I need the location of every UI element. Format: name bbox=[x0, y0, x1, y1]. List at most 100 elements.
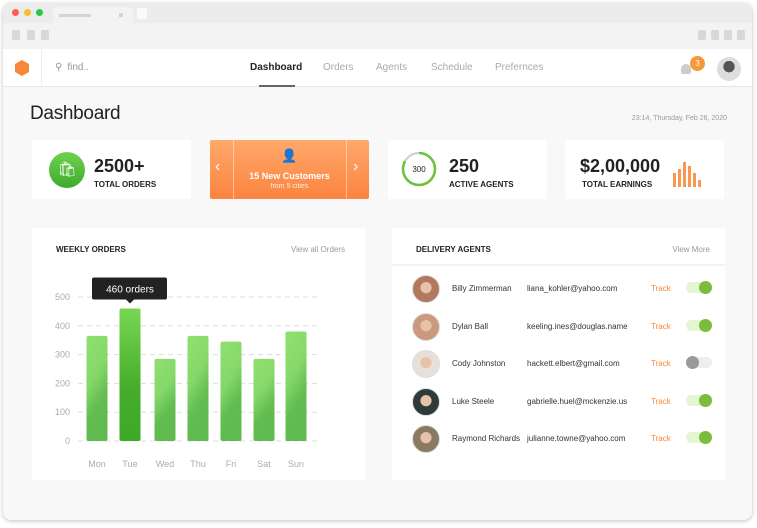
new-tab-button[interactable] bbox=[137, 8, 147, 19]
bar-fri[interactable] bbox=[220, 341, 242, 441]
maximize-window-button[interactable] bbox=[36, 9, 43, 16]
x-tick-label: Fri bbox=[226, 459, 237, 469]
bar-sat[interactable] bbox=[253, 358, 275, 441]
agent-row: Dylan Ball keeling.ines@douglas.name Tra… bbox=[392, 310, 725, 347]
weekly-orders-chart: 0 100 200 300 400 500 Mon Tue 460 orders Wed Thu Fr… bbox=[55, 277, 320, 469]
delivery-agents-title: DELIVERY AGENTS bbox=[416, 245, 491, 254]
bar-wed[interactable] bbox=[154, 358, 176, 441]
agent-name: Luke Steele bbox=[452, 396, 495, 406]
agents-ring: 300 bbox=[401, 151, 437, 187]
delivery-agents-panel: DELIVERY AGENTS View More Billy Zimmerma… bbox=[392, 228, 725, 480]
agent-row: Cody Johnston hackett.elbert@gmail.com T… bbox=[392, 347, 725, 384]
nav-schedule[interactable]: Schedule bbox=[431, 62, 473, 73]
search-icon: ⚲ bbox=[55, 62, 63, 73]
weekly-orders-panel: WEEKLY ORDERS View all Orders 0 100 200 300… bbox=[32, 228, 365, 480]
agent-name: Dylan Ball bbox=[452, 321, 489, 331]
track-link[interactable]: Track bbox=[651, 359, 671, 368]
agent-active-toggle[interactable] bbox=[686, 318, 712, 332]
nav-dashboard[interactable]: Dashboard bbox=[250, 62, 303, 73]
back-button[interactable] bbox=[12, 30, 20, 40]
y-tick-label: 100 bbox=[55, 407, 70, 417]
agent-avatar bbox=[412, 387, 440, 416]
orders-label: TOTAL ORDERS bbox=[94, 180, 157, 189]
nav-orders[interactable]: Orders bbox=[323, 62, 354, 73]
view-all-orders-link[interactable]: View all Orders bbox=[290, 245, 345, 254]
y-tick-label: 200 bbox=[55, 378, 70, 388]
agent-avatar bbox=[412, 350, 440, 378]
x-tick-label: Sat bbox=[257, 459, 271, 469]
agent-name: Billy Zimmerman bbox=[452, 284, 512, 293]
reload-button[interactable] bbox=[41, 30, 49, 40]
agent-avatar bbox=[412, 275, 440, 303]
forward-button[interactable] bbox=[27, 30, 35, 40]
view-more-link[interactable]: View More bbox=[672, 245, 710, 254]
toolbar-button[interactable] bbox=[737, 30, 745, 40]
x-tick-label: Thu bbox=[190, 459, 206, 469]
agent-active-toggle[interactable] bbox=[686, 431, 712, 444]
logo-icon[interactable] bbox=[15, 60, 29, 76]
agent-name: Cody Johnston bbox=[452, 359, 506, 368]
notification-badge: 3 bbox=[690, 56, 705, 71]
nav-preferences[interactable]: Prefernces bbox=[495, 62, 544, 73]
x-tick-label: Wed bbox=[156, 459, 174, 469]
bar-tooltip bbox=[92, 277, 167, 300]
top-nav: ⚲ find.. Dashboard Orders Agents Schedule… bbox=[3, 49, 752, 87]
agent-active-toggle[interactable] bbox=[686, 356, 712, 369]
user-avatar[interactable] bbox=[717, 57, 741, 81]
total-orders-card: 🛍 2500+ TOTAL ORDERS bbox=[32, 140, 191, 199]
y-tick-label: 300 bbox=[55, 350, 70, 360]
track-link[interactable]: Track bbox=[651, 321, 671, 331]
agents-label: ACTIVE AGENTS bbox=[449, 180, 514, 189]
active-agents-card: 300 250 ACTIVE AGENTS bbox=[388, 140, 547, 199]
total-earnings-card: $2,00,000 TOTAL EARNINGS bbox=[565, 140, 724, 199]
minimize-window-button[interactable] bbox=[24, 9, 31, 16]
agent-email: julianne.towne@yahoo.com bbox=[527, 434, 626, 443]
browser-toolbar bbox=[3, 23, 752, 49]
new-customers-carousel: ‹ › 👤 15 New Customers from 5 cities bbox=[210, 140, 369, 199]
agent-row: Billy Zimmerman liana_kohler@yahoo.com T… bbox=[392, 272, 725, 309]
nav-agents[interactable]: Agents bbox=[376, 62, 408, 73]
agent-avatar bbox=[412, 425, 440, 453]
search-input[interactable]: ⚲ find.. bbox=[55, 62, 89, 73]
chevron-left-icon[interactable]: ‹ bbox=[215, 158, 221, 175]
agents-value: 250 bbox=[449, 156, 480, 176]
agent-active-toggle[interactable] bbox=[686, 393, 712, 407]
earnings-value: $2,00,000 bbox=[580, 156, 661, 176]
bar-sun[interactable] bbox=[285, 331, 307, 441]
toolbar-button[interactable] bbox=[711, 30, 719, 40]
close-tab-icon[interactable] bbox=[119, 13, 123, 17]
agent-email: liana_kohler@yahoo.com bbox=[527, 284, 618, 293]
page-title: Dashboard bbox=[30, 103, 121, 124]
toolbar-button[interactable] bbox=[724, 30, 732, 40]
weekly-orders-title: WEEKLY ORDERS bbox=[56, 245, 126, 254]
tooltip-arrow bbox=[126, 299, 134, 304]
y-tick-label: 500 bbox=[55, 292, 70, 302]
tooltip-text: 460 orders bbox=[106, 285, 154, 296]
x-tick-label: Mon bbox=[88, 459, 106, 469]
x-tick-label: Tue bbox=[122, 459, 137, 469]
toolbar-button[interactable] bbox=[698, 30, 706, 40]
close-window-button[interactable] bbox=[12, 9, 19, 16]
bar-tue[interactable] bbox=[119, 308, 141, 441]
search-placeholder: find.. bbox=[67, 62, 90, 73]
track-link[interactable]: Track bbox=[651, 396, 671, 406]
y-tick-label: 400 bbox=[55, 321, 70, 331]
earnings-label: TOTAL EARNINGS bbox=[582, 180, 653, 189]
track-link[interactable]: Track bbox=[651, 434, 671, 443]
earnings-sparkline bbox=[673, 161, 701, 187]
x-tick-label: Sun bbox=[288, 459, 304, 469]
y-tick-label: 0 bbox=[65, 436, 70, 446]
customers-title: 15 New Customers bbox=[249, 171, 330, 181]
datetime: 23:14, Thursday, Feb 26, 2020 bbox=[631, 115, 727, 122]
bell-icon[interactable] bbox=[681, 64, 691, 74]
agent-active-toggle[interactable] bbox=[686, 281, 712, 294]
bar-thu[interactable] bbox=[187, 335, 209, 441]
orders-value: 2500+ bbox=[94, 156, 145, 176]
track-link[interactable]: Track bbox=[651, 284, 671, 293]
agent-row: Luke Steele gabrielle.huel@mckenzie.us T… bbox=[392, 385, 725, 422]
browser-tab[interactable] bbox=[53, 7, 133, 23]
customers-subtitle: from 5 cities bbox=[270, 183, 309, 190]
agent-email: keeling.ines@douglas.name bbox=[527, 321, 628, 331]
chevron-right-icon[interactable]: › bbox=[353, 158, 359, 175]
bar-mon[interactable] bbox=[86, 335, 108, 441]
